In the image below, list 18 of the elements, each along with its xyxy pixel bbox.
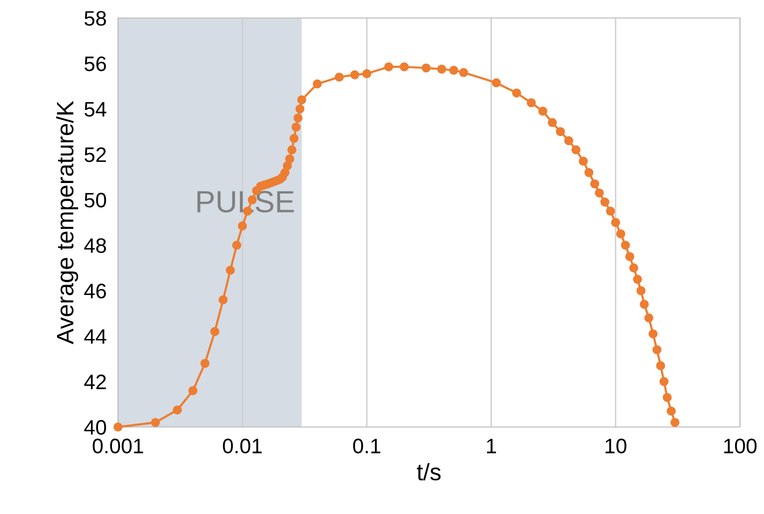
y-tick-label: 52: [84, 147, 106, 162]
y-axis-title: Average temperature/K: [56, 100, 78, 344]
x-tick-label: 1: [486, 438, 496, 454]
y-tick-label: 46: [84, 284, 106, 298]
y-tick-label: 40: [84, 420, 106, 435]
x-tick-label: 10: [606, 438, 626, 454]
y-tick-label: 56: [84, 56, 106, 72]
x-axis-title: t/s: [416, 463, 441, 480]
y-tick-label: 54: [84, 102, 106, 117]
y-tick-label: 58: [84, 11, 106, 26]
y-tick-label: 50: [84, 192, 106, 208]
x-tick-label: 0.1: [353, 438, 380, 454]
x-tick-label: 0.01: [222, 438, 262, 454]
x-tick-label: 0.001: [92, 438, 144, 454]
y-tick-label: 48: [84, 238, 106, 253]
y-tick-label: 44: [84, 329, 106, 344]
y-tick-label: 42: [84, 374, 106, 390]
x-tick-label: 100: [724, 438, 757, 454]
